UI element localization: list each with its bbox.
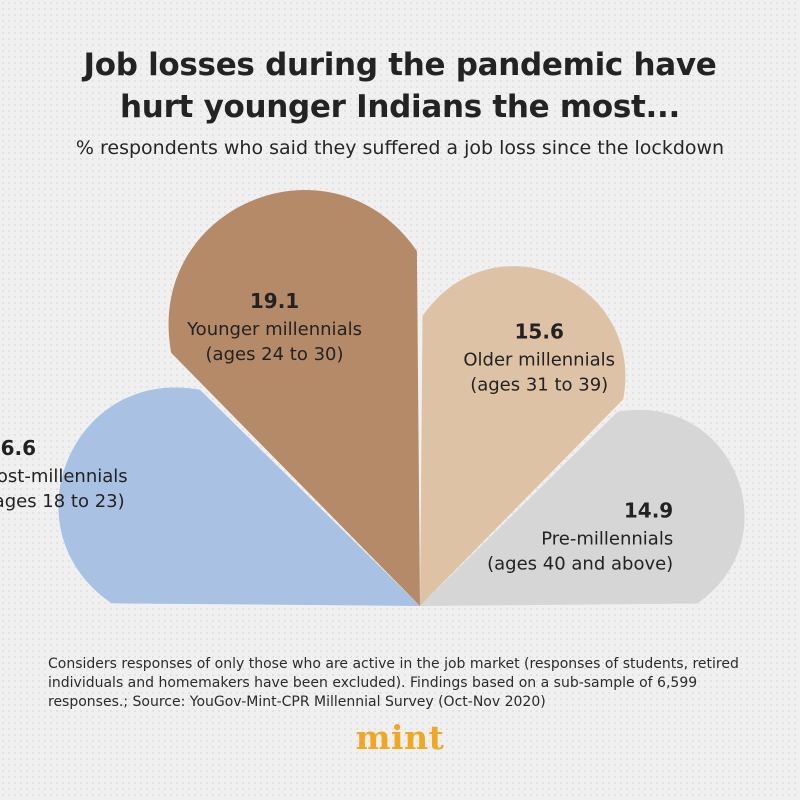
series-sublabel: (ages 18 to 23) [0, 491, 125, 512]
title-line-2: hurt younger Indians the most... [120, 89, 680, 125]
series-sublabel: (ages 24 to 30) [206, 344, 344, 365]
series-sublabel: (ages 31 to 39) [470, 374, 608, 395]
series-name: Pre-millennials [541, 528, 673, 549]
chart-title: Job losses during the pandemic have hurt… [0, 44, 800, 128]
value-label: 19.1 [250, 289, 299, 313]
series-name: Older millennials [463, 349, 615, 370]
chart-subtitle: % respondents who said they suffered a j… [75, 137, 725, 159]
petal-older-millennials [420, 266, 626, 606]
footnote: Considers responses of only those who ar… [48, 656, 739, 710]
petal-younger-millennials [168, 189, 420, 606]
petal-post-millennials [58, 387, 421, 606]
value-label: 14.9 [624, 498, 673, 522]
title-line-1: Job losses during the pandemic have [83, 47, 717, 83]
petal-pre-millennials [420, 409, 745, 606]
value-label: 15.6 [515, 319, 564, 343]
series-sublabel: (ages 40 and above) [487, 553, 673, 574]
value-label: 16.6 [0, 436, 36, 460]
series-name: Younger millennials [186, 319, 362, 340]
mint-logo: mint [355, 718, 445, 757]
series-name: Post-millennials [0, 466, 128, 487]
